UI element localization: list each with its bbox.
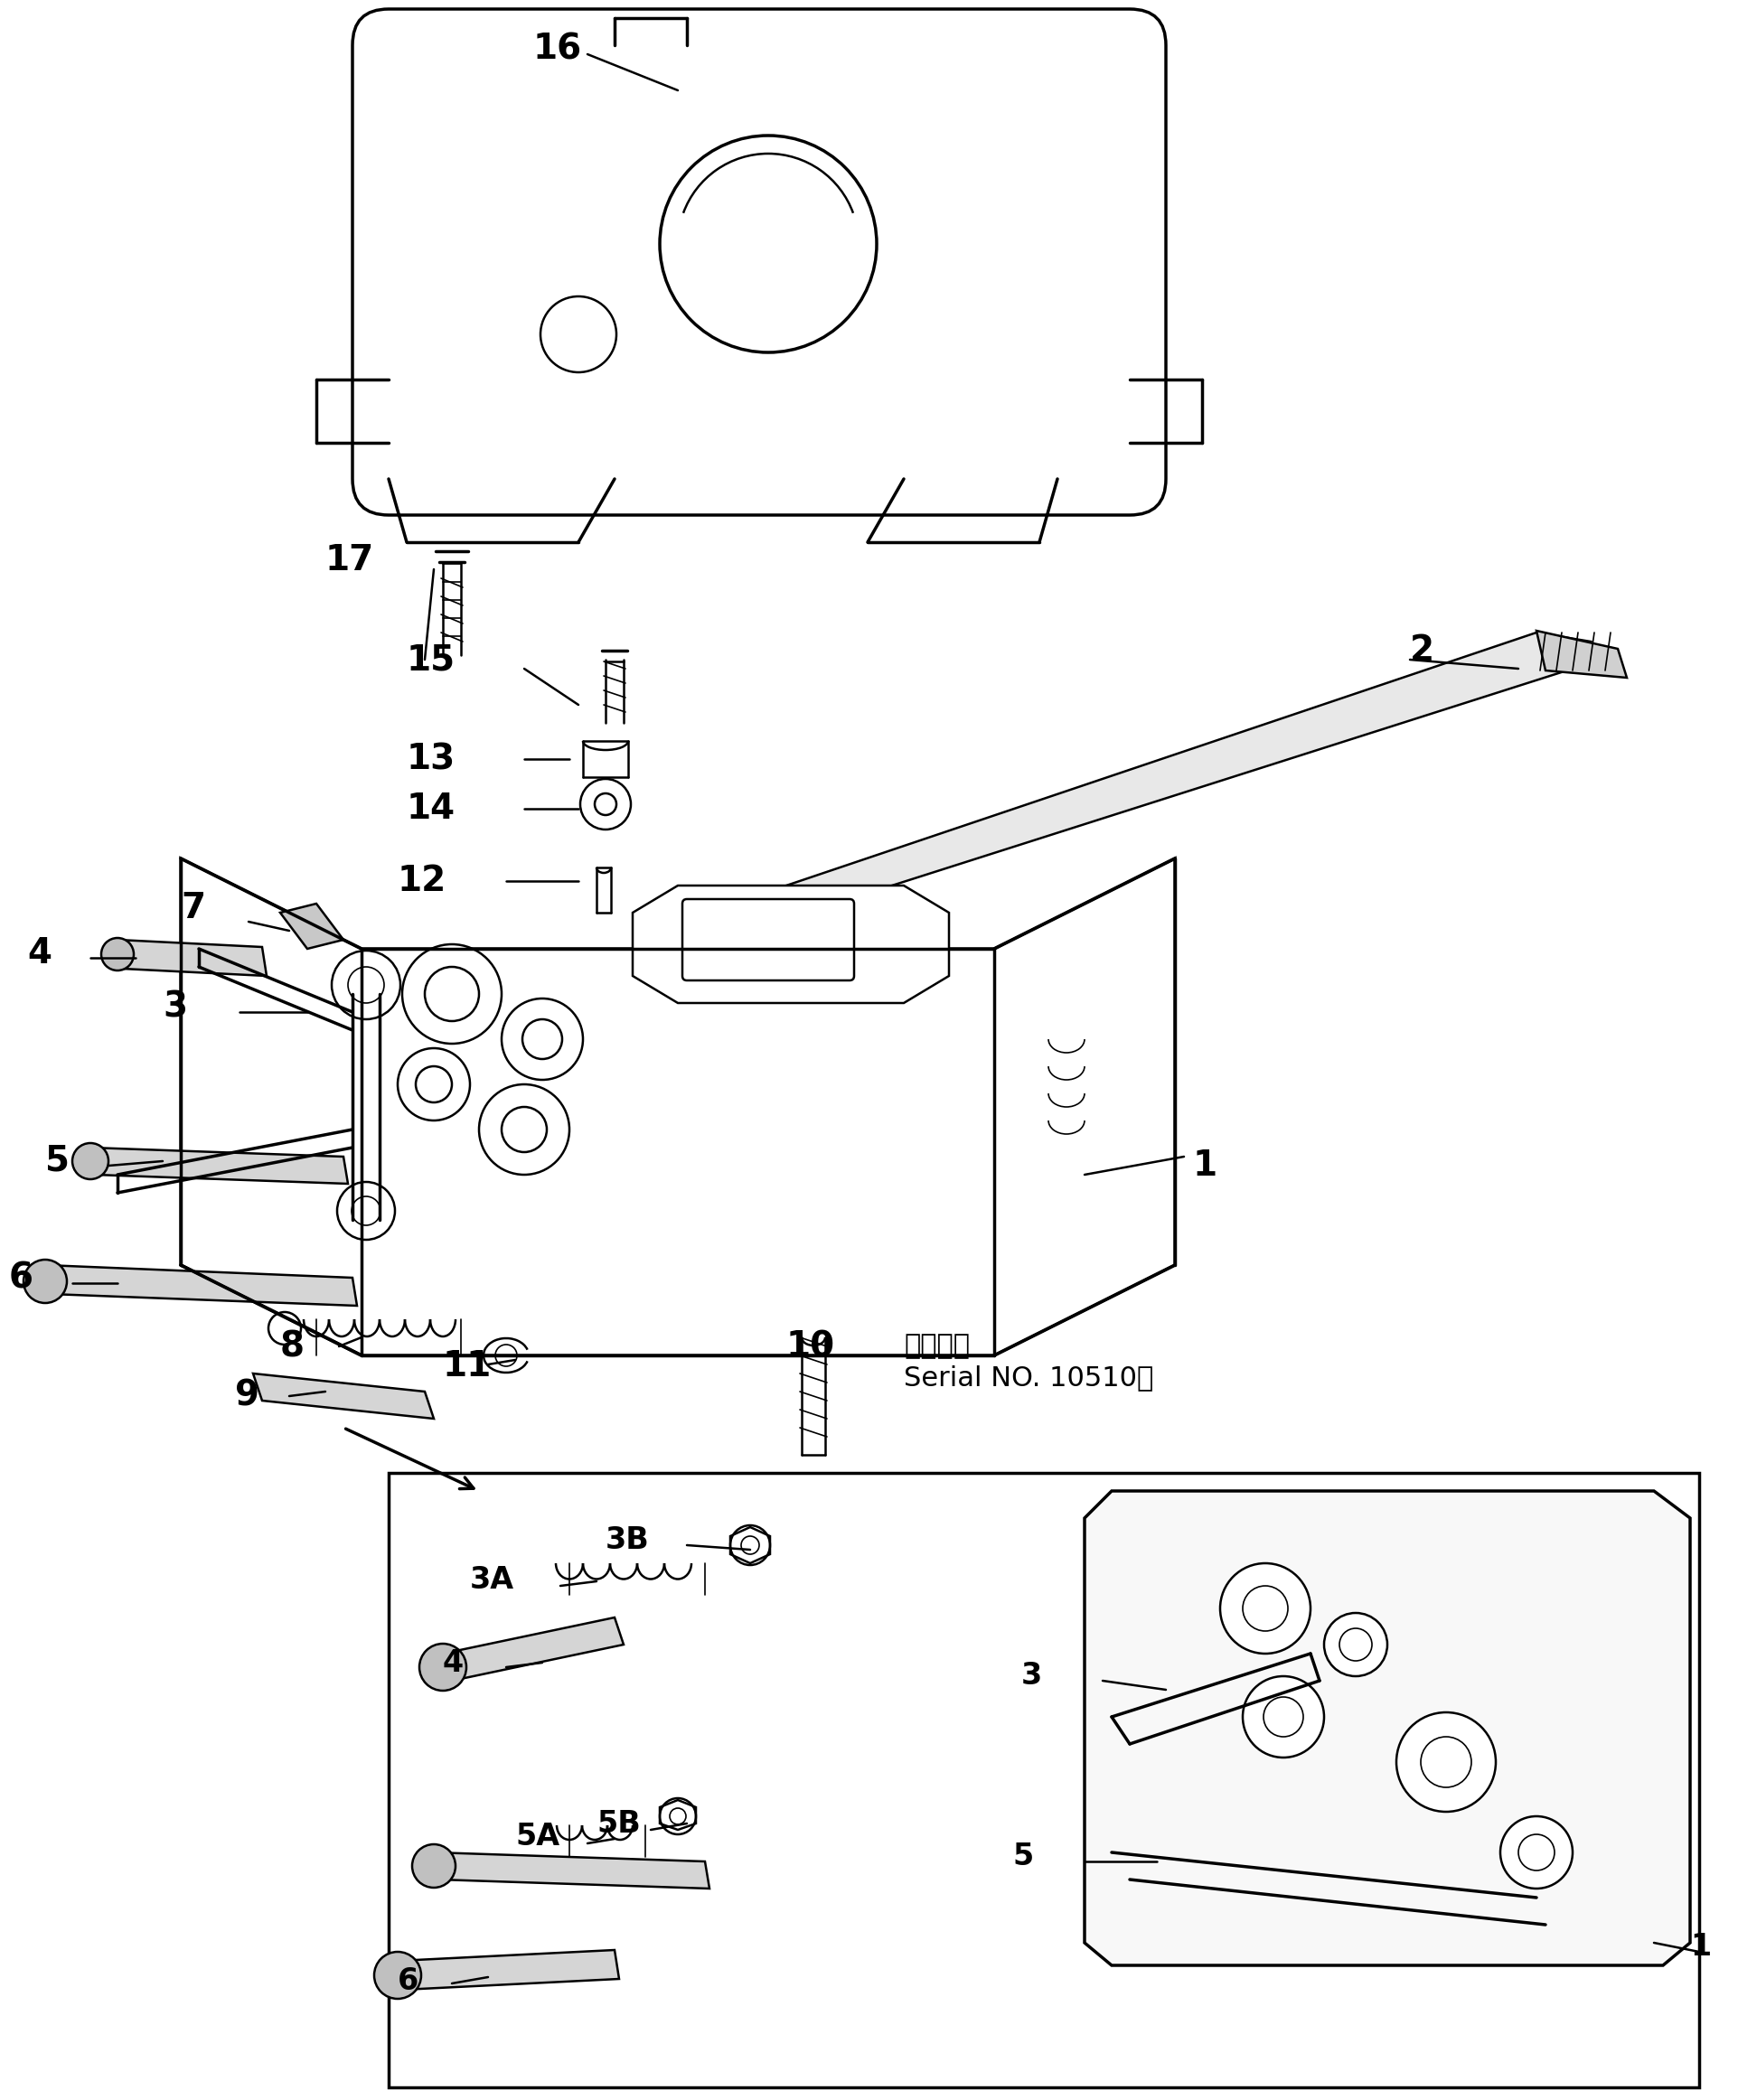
Polygon shape (1085, 1491, 1689, 1966)
Text: 2: 2 (1410, 634, 1434, 668)
Polygon shape (1536, 630, 1627, 678)
Circle shape (1396, 1712, 1496, 1812)
Circle shape (502, 997, 582, 1079)
Text: Serial NO. 10510～: Serial NO. 10510～ (904, 1365, 1154, 1390)
Text: 12: 12 (398, 863, 447, 899)
Circle shape (73, 1142, 108, 1180)
Bar (389, 1472, 1700, 2087)
Polygon shape (434, 1852, 709, 1888)
Text: 4: 4 (443, 1649, 464, 1678)
Circle shape (337, 1182, 395, 1239)
Text: 3: 3 (163, 991, 188, 1025)
Text: 9: 9 (235, 1380, 259, 1413)
Polygon shape (443, 1617, 624, 1680)
Polygon shape (398, 1951, 619, 1991)
Text: 5: 5 (45, 1145, 70, 1178)
Circle shape (1243, 1676, 1324, 1758)
Text: 1: 1 (1192, 1149, 1218, 1182)
Text: 5B: 5B (596, 1808, 641, 1838)
Text: 通用号機: 通用号機 (904, 1334, 970, 1359)
Polygon shape (633, 886, 949, 1004)
Text: 16: 16 (534, 32, 582, 67)
Polygon shape (254, 1373, 434, 1420)
Text: 3: 3 (1022, 1661, 1043, 1691)
Text: 5: 5 (1012, 1842, 1034, 1871)
Text: 5A: 5A (514, 1823, 560, 1852)
Polygon shape (751, 632, 1590, 930)
Polygon shape (280, 903, 344, 949)
Circle shape (1324, 1613, 1387, 1676)
Circle shape (419, 1644, 466, 1691)
Text: 17: 17 (325, 544, 374, 578)
Text: 14: 14 (407, 792, 455, 825)
Text: 3B: 3B (605, 1527, 650, 1556)
Text: 6: 6 (9, 1262, 33, 1296)
Circle shape (1220, 1562, 1310, 1653)
Text: 8: 8 (280, 1329, 304, 1363)
Text: 3A: 3A (469, 1564, 514, 1594)
Circle shape (730, 1525, 770, 1564)
Circle shape (398, 1048, 469, 1121)
Text: 7: 7 (181, 890, 205, 926)
Circle shape (101, 939, 134, 970)
Text: 13: 13 (407, 741, 455, 777)
Circle shape (480, 1084, 570, 1174)
Circle shape (332, 951, 400, 1018)
Circle shape (412, 1844, 455, 1888)
Text: 15: 15 (407, 643, 455, 676)
Text: 4: 4 (28, 937, 52, 970)
Circle shape (374, 1951, 421, 1999)
Polygon shape (90, 1147, 348, 1184)
Polygon shape (118, 941, 266, 977)
Circle shape (24, 1260, 66, 1302)
Circle shape (401, 945, 502, 1044)
Polygon shape (181, 859, 1175, 1354)
Circle shape (660, 1798, 695, 1833)
Circle shape (1500, 1816, 1573, 1888)
Text: 11: 11 (443, 1348, 492, 1384)
Text: 1: 1 (1689, 1932, 1710, 1961)
Text: 10: 10 (786, 1329, 836, 1363)
Text: 6: 6 (398, 1966, 419, 1995)
Polygon shape (45, 1264, 356, 1306)
